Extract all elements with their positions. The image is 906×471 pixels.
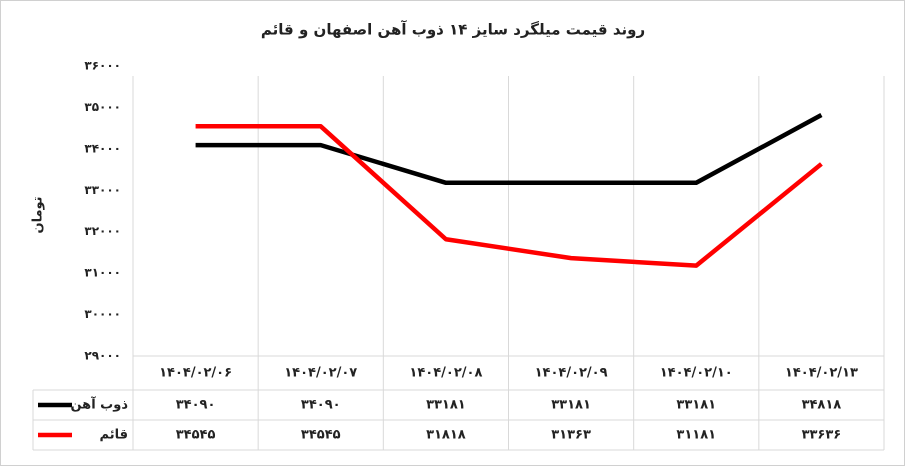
table-value: ۳۴۰۹۰ (301, 398, 341, 413)
table-value: ۳۴۸۱۸ (802, 398, 842, 413)
y-tick-label: ۳۴۰۰۰ (84, 141, 121, 155)
table-value: ۳۴۵۴۵ (301, 428, 341, 443)
table-value: ۳۳۶۳۶ (802, 428, 842, 443)
table-value: ۳۴۰۹۰ (176, 398, 216, 413)
y-tick-label: ۳۵۰۰۰ (84, 100, 121, 114)
x-tick-label: ۱۴۰۴/۰۲/۱۳ (785, 366, 858, 381)
table-value: ۳۴۵۴۵ (176, 428, 216, 443)
y-tick-label: ۳۱۰۰۰ (84, 266, 121, 280)
series-line (195, 124, 823, 268)
x-tick-label: ۱۴۰۴/۰۲/۰۸ (409, 366, 482, 381)
table-value: ۳۳۱۸۱ (676, 398, 716, 413)
y-axis-label: تومان (31, 196, 46, 233)
legend-label: ذوب آهن (70, 396, 128, 413)
chart-title: روند قیمت میلگرد سایز ۱۴ ذوب آهن اصفهان … (261, 21, 645, 39)
y-tick-label: ۳۲۰۰۰ (84, 224, 121, 238)
y-tick-label: ۳۰۰۰۰ (84, 307, 121, 321)
y-tick-label: ۲۹۰۰۰ (84, 349, 121, 363)
table-value: ۳۱۳۶۳ (551, 428, 591, 443)
series-line (195, 112, 823, 186)
y-tick-label: ۳۶۰۰۰ (84, 59, 121, 73)
table-value: ۳۱۸۱۸ (426, 428, 466, 443)
x-tick-label: ۱۴۰۴/۰۲/۰۶ (159, 366, 232, 381)
x-tick-label: ۱۴۰۴/۰۲/۰۷ (284, 366, 357, 381)
table-value: ۳۳۱۸۱ (551, 398, 591, 413)
table-value: ۳۳۱۸۱ (426, 398, 466, 413)
y-tick-label: ۳۳۰۰۰ (84, 183, 121, 197)
legend-label: قائم (100, 428, 128, 443)
x-tick-label: ۱۴۰۴/۰۲/۱۰ (660, 366, 733, 381)
x-tick-label: ۱۴۰۴/۰۲/۰۹ (535, 366, 608, 381)
table-value: ۳۱۱۸۱ (676, 428, 716, 443)
